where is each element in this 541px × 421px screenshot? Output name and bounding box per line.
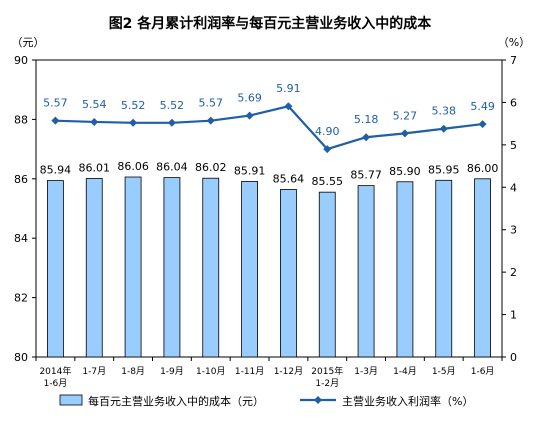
line-point <box>362 133 371 142</box>
x-axis-tick-label: 1-10月 <box>196 366 225 377</box>
bar <box>124 176 142 358</box>
x-axis-tick-label: 1-2月 <box>315 378 339 389</box>
line-data-label: 5.18 <box>354 113 379 126</box>
line-data-label: 5.54 <box>82 98 107 111</box>
bar <box>163 177 181 358</box>
bar <box>396 181 414 358</box>
bar-data-label: 86.01 <box>79 162 111 175</box>
right-axis-tick-label: 7 <box>510 54 517 67</box>
bar <box>357 185 375 358</box>
x-axis-tick-label: 1-8月 <box>121 366 145 377</box>
line-data-label: 5.57 <box>199 97 224 110</box>
x-axis-tick-label: 1-7月 <box>82 366 106 377</box>
left-axis-tick-label: 84 <box>14 232 28 245</box>
right-axis-tick-label: 2 <box>510 266 517 279</box>
bar <box>241 181 258 358</box>
left-axis-tick-label: 82 <box>14 292 28 305</box>
bar-data-label: 86.02 <box>195 161 227 174</box>
legend-swatch-bar <box>59 394 83 406</box>
bar-data-label: 85.94 <box>40 164 72 177</box>
x-axis-tick-label: 1-6月 <box>471 366 495 377</box>
bar-data-label: 85.77 <box>350 169 382 182</box>
legend-label-bar: 每百元主营业务收入中的成本（元） <box>88 394 264 408</box>
x-axis-tick-label: 1-9月 <box>160 366 184 377</box>
line-point <box>206 116 215 125</box>
right-axis-tick-label: 5 <box>510 139 517 152</box>
line-point <box>400 129 409 138</box>
line-point <box>90 117 99 126</box>
right-axis-tick-label: 3 <box>510 224 517 237</box>
x-axis-tick-label: 1-5月 <box>432 366 456 377</box>
bar <box>280 189 297 358</box>
line-data-label: 4.90 <box>315 125 340 138</box>
bar-data-label: 85.90 <box>389 165 421 178</box>
bar <box>202 177 220 358</box>
bar-data-label: 86.04 <box>156 161 188 174</box>
line-point <box>478 120 487 129</box>
legend-swatch-marker <box>314 396 322 404</box>
line-series <box>55 105 483 151</box>
x-axis-tick-label: 1-11月 <box>235 366 264 377</box>
line-data-label: 5.69 <box>237 92 262 105</box>
bar-data-label: 85.91 <box>234 164 266 177</box>
line-data-label: 5.91 <box>276 82 301 95</box>
line-point <box>167 118 176 127</box>
left-axis-tick-label: 88 <box>14 113 28 126</box>
line-point <box>129 118 138 127</box>
x-axis-tick-label: 2014年 <box>39 365 71 377</box>
bar-data-label: 85.64 <box>273 172 305 185</box>
line-point <box>51 116 60 125</box>
line-point <box>323 145 332 154</box>
x-axis-tick-label: 1-4月 <box>393 366 417 377</box>
bar-data-label: 86.00 <box>467 162 499 175</box>
chart-title: 图2 各月累计利润率与每百元主营业务收入中的成本 <box>109 15 433 32</box>
x-axis-tick-label: 2015年 <box>311 365 343 377</box>
bar <box>318 191 336 358</box>
legend-label-line: 主营业务收入利润率（%） <box>342 394 473 408</box>
line-data-label: 5.57 <box>43 97 68 110</box>
bar-data-label: 86.06 <box>117 160 149 173</box>
left-axis-tick-label: 90 <box>14 54 28 67</box>
right-axis-tick-label: 1 <box>510 309 517 322</box>
line-data-label: 5.38 <box>432 105 457 118</box>
line-data-label: 5.49 <box>470 100 495 113</box>
right-axis-tick-label: 6 <box>510 96 517 109</box>
bar <box>435 179 453 358</box>
left-axis-tick-label: 86 <box>14 173 28 186</box>
line-point <box>284 102 293 111</box>
line-data-label: 5.27 <box>393 109 418 122</box>
left-axis-tick-label: 80 <box>14 351 28 364</box>
left-axis-unit: （元） <box>12 36 45 49</box>
line-data-label: 5.52 <box>121 99 146 112</box>
line-point <box>439 124 448 133</box>
x-axis-tick-label: 1-12月 <box>274 366 303 377</box>
x-axis-tick-label: 1-6月 <box>44 378 68 389</box>
bar-data-label: 85.95 <box>428 163 460 176</box>
x-axis-tick-label: 1-3月 <box>354 366 378 377</box>
right-axis-tick-label: 4 <box>510 181 517 194</box>
line-data-label: 5.52 <box>160 99 185 112</box>
bar <box>85 178 103 358</box>
right-axis-unit: （%） <box>498 36 530 49</box>
bar-data-label: 85.55 <box>312 175 344 188</box>
bar <box>47 180 64 358</box>
right-axis-tick-label: 0 <box>510 351 517 364</box>
bar <box>474 178 491 358</box>
legend: 每百元主营业务收入中的成本（元） 主营业务收入利润率（%） <box>59 394 473 408</box>
line-point <box>245 111 254 120</box>
